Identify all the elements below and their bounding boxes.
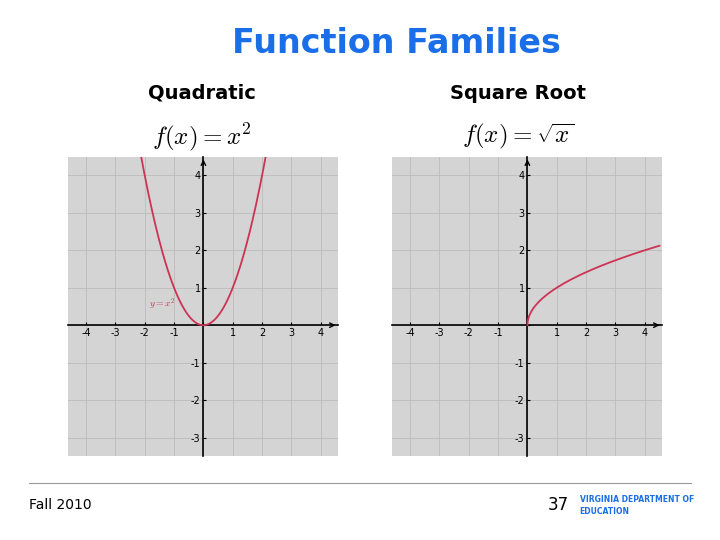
- Text: Square Root: Square Root: [451, 84, 586, 103]
- Text: $y = x^2$: $y = x^2$: [149, 296, 176, 312]
- Text: 37: 37: [547, 496, 568, 514]
- Text: $f(x) = \sqrt{x}$: $f(x) = \sqrt{x}$: [462, 122, 575, 151]
- Text: Function Families: Function Families: [232, 27, 560, 60]
- Text: VIRGINIA DEPARTMENT OF: VIRGINIA DEPARTMENT OF: [580, 495, 694, 504]
- Text: Quadratic: Quadratic: [148, 84, 256, 103]
- Text: Fall 2010: Fall 2010: [29, 498, 91, 512]
- Text: EDUCATION: EDUCATION: [580, 508, 629, 516]
- Text: $f(x) = x^2$: $f(x) = x^2$: [152, 122, 251, 153]
